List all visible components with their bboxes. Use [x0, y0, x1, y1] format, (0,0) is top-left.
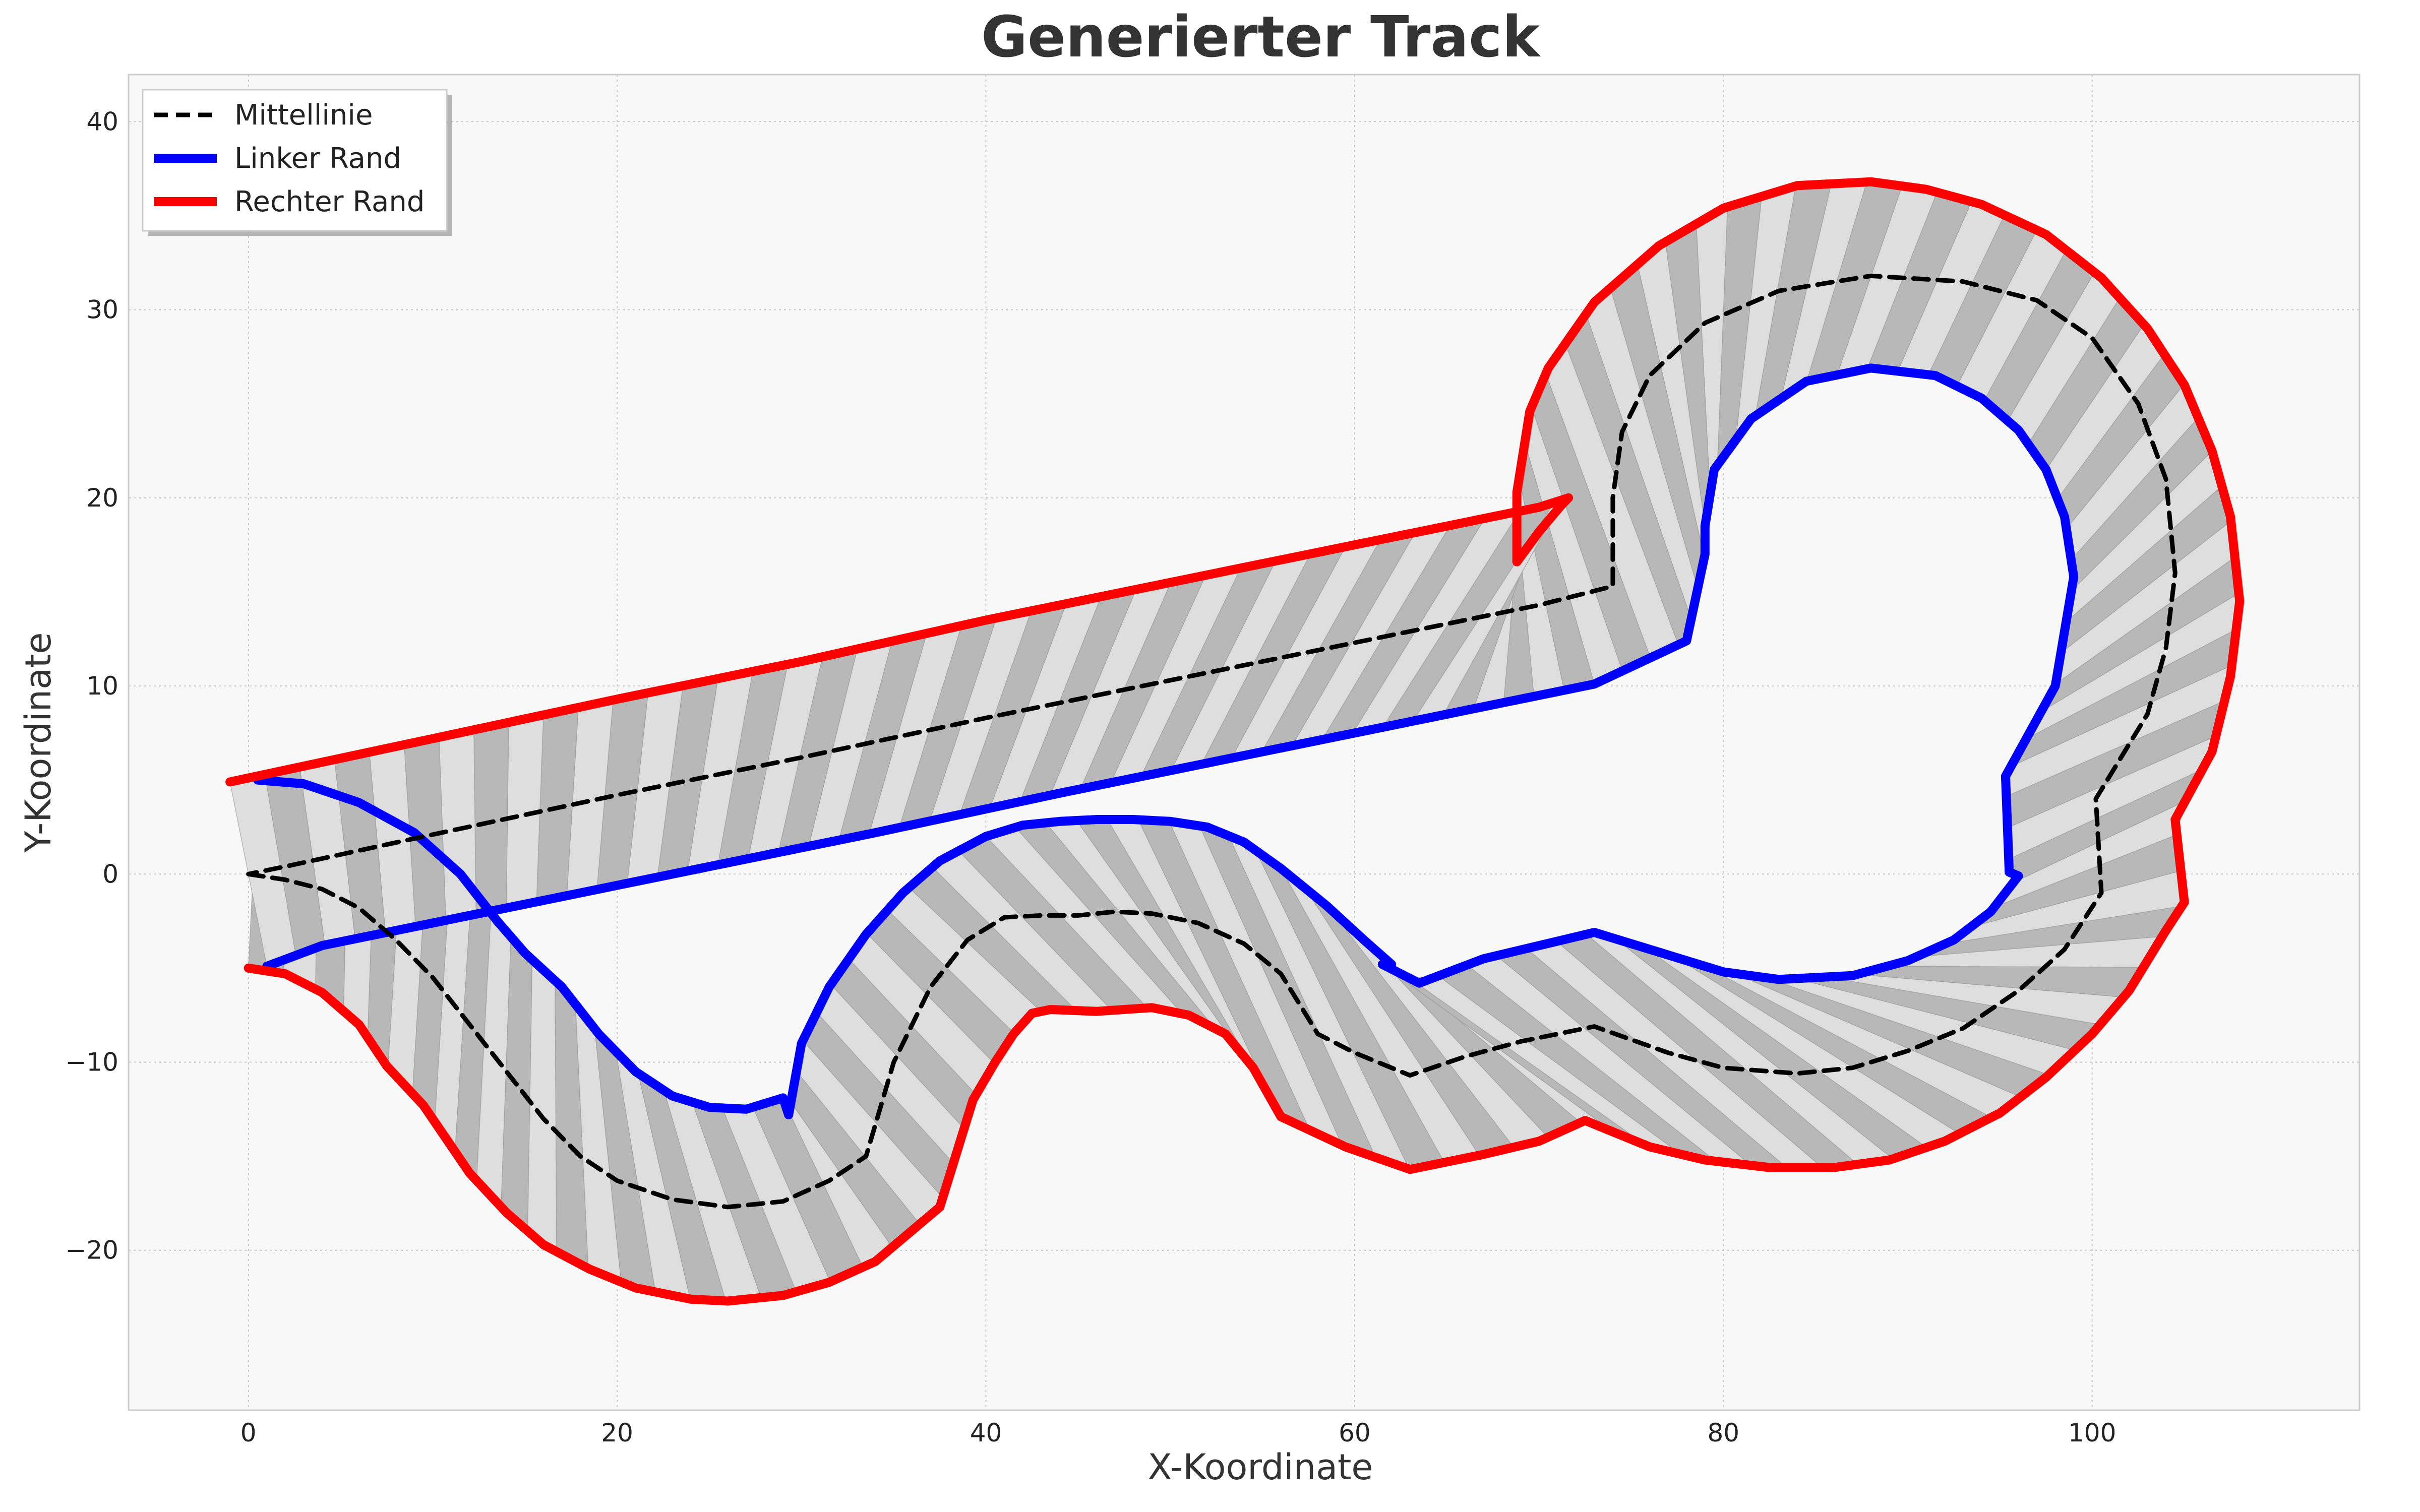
- x-axis-label: X-Koordinate: [1147, 1446, 1373, 1488]
- centerline-series: [246, 273, 2177, 1210]
- y-tick-label-5: 30: [86, 295, 118, 325]
- y-tick-label-0: −20: [65, 1236, 118, 1265]
- x-tick-label-5: 100: [2068, 1418, 2116, 1447]
- track-segment: [527, 959, 557, 1252]
- right-edge-series: [225, 177, 2245, 1306]
- y-tick-label-6: 40: [86, 107, 118, 136]
- x-tick-label-2: 40: [970, 1418, 1002, 1447]
- legend-label-right-edge: Rechter Rand: [234, 185, 425, 218]
- tick-labels: 0 20 40 60 80 100 −20 −10 0 10 20 30 40: [65, 107, 2116, 1447]
- plot-frame: [128, 74, 2361, 1411]
- y-tick-label-4: 20: [86, 483, 118, 513]
- left-edge-series: [253, 363, 2079, 1119]
- track-surface: [229, 181, 2240, 1302]
- chart-title: Generierter Track: [981, 5, 1541, 70]
- legend: Mittellinie Linker Rand Rechter Rand: [142, 89, 452, 236]
- y-tick-label-3: 10: [86, 671, 118, 701]
- x-tick-label-4: 80: [1708, 1418, 1740, 1447]
- legend-label-centerline: Mittellinie: [234, 99, 373, 132]
- y-axis-label: Y-Koordinate: [18, 633, 59, 853]
- legend-label-left-edge: Linker Rand: [234, 142, 401, 175]
- series-layer: [225, 177, 2245, 1306]
- x-tick-label-0: 0: [240, 1418, 257, 1447]
- y-tick-label-2: 0: [102, 859, 118, 889]
- x-tick-label-3: 60: [1339, 1418, 1371, 1447]
- y-tick-label-1: −10: [65, 1048, 118, 1077]
- x-tick-label-1: 20: [601, 1418, 633, 1447]
